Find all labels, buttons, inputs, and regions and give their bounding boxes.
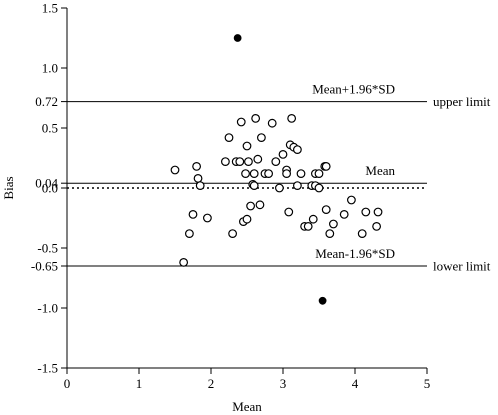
reference-line-label: Mean-1.96*SD — [315, 246, 395, 261]
y-tick-label: -1.0 — [37, 301, 58, 316]
x-tick-label: 0 — [64, 376, 71, 391]
data-point — [220, 157, 230, 167]
y-tick-label: -0.65 — [31, 259, 58, 274]
data-point — [241, 169, 250, 179]
data-point — [253, 154, 263, 164]
data-point — [271, 157, 281, 167]
data-point — [361, 207, 371, 217]
data-point — [202, 213, 212, 223]
data-point — [179, 258, 189, 267]
data-point — [249, 181, 259, 191]
data-point — [195, 181, 205, 191]
data-point — [236, 117, 246, 127]
data-point — [296, 169, 306, 179]
y-tick-label: 0.5 — [42, 121, 58, 136]
x-axis-label: Mean — [232, 399, 262, 414]
data-point — [228, 229, 238, 239]
data-point — [192, 161, 202, 171]
y-tick-label: 0.0 — [42, 181, 58, 196]
limit-side-label: lower limit — [433, 259, 491, 274]
x-tick-label: 3 — [280, 376, 287, 391]
data-point — [293, 181, 302, 191]
data-point — [249, 169, 259, 179]
limit-side-label: upper limit — [433, 94, 491, 109]
data-point — [357, 229, 367, 239]
reference-line-label: Mean — [365, 163, 395, 178]
data-point — [193, 173, 203, 183]
outlier-point — [318, 296, 327, 305]
data-point — [188, 209, 198, 219]
y-tick-label: 0.04 — [35, 176, 58, 191]
data-point — [264, 169, 274, 179]
outlier-point — [233, 34, 242, 42]
data-point — [321, 161, 331, 171]
data-point — [308, 214, 318, 224]
y-tick-label: 1.5 — [42, 1, 58, 16]
data-point — [224, 133, 234, 143]
data-point — [373, 207, 383, 217]
data-point — [275, 183, 284, 193]
x-tick-label: 4 — [352, 376, 359, 391]
data-point — [184, 229, 194, 239]
data-point — [284, 207, 294, 217]
y-tick-label: -1.5 — [37, 361, 58, 376]
data-point — [257, 133, 266, 143]
data-point — [303, 221, 313, 231]
data-point — [278, 149, 288, 159]
data-point — [325, 229, 335, 239]
y-tick-label: 1.0 — [42, 61, 58, 76]
y-tick-label: -0.5 — [37, 241, 58, 256]
data-point — [251, 113, 261, 123]
data-point — [287, 113, 297, 123]
data-point — [267, 118, 277, 128]
data-point — [235, 157, 245, 167]
data-point — [372, 221, 382, 231]
data-point — [321, 205, 331, 215]
data-point — [329, 219, 338, 229]
data-point — [244, 157, 253, 167]
data-point — [314, 169, 324, 179]
y-axis-label: Bias — [1, 176, 16, 199]
data-point — [255, 200, 265, 210]
data-point — [339, 209, 349, 219]
reference-line-label: Mean+1.96*SD — [312, 82, 395, 97]
data-point — [170, 165, 180, 175]
x-tick-label: 2 — [208, 376, 215, 391]
data-point — [282, 169, 292, 179]
data-point — [242, 141, 252, 151]
x-tick-label: 1 — [136, 376, 143, 391]
x-tick-label: 5 — [424, 376, 431, 391]
data-point — [242, 214, 252, 224]
data-point — [293, 145, 302, 155]
data-point — [314, 183, 324, 193]
y-tick-label: 0.72 — [35, 94, 58, 109]
data-point — [347, 195, 356, 205]
data-point — [246, 201, 256, 211]
